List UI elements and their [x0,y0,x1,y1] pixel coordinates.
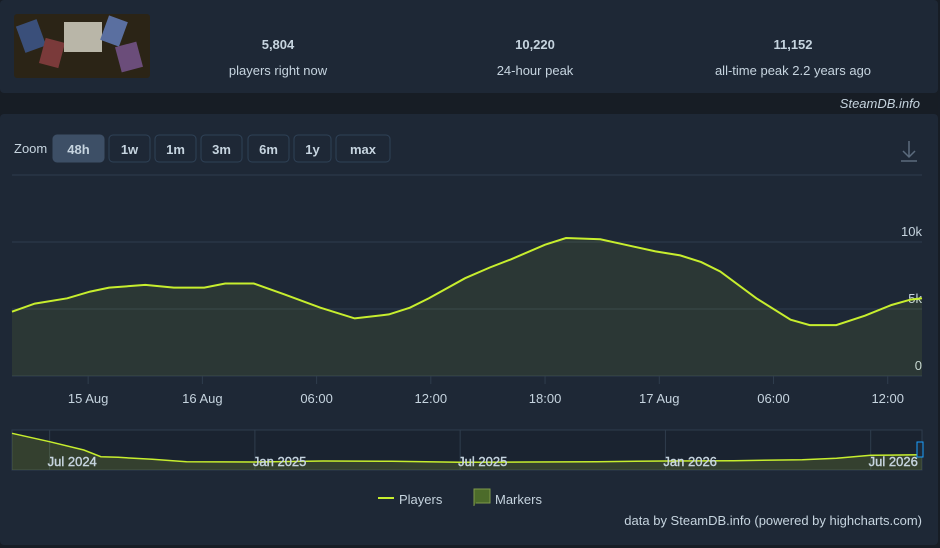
source: SteamDB.info [840,96,920,111]
legend-label[interactable]: Markers [495,492,542,507]
zoom-button[interactable] [108,134,151,163]
x-tick-label: 12:00 [415,391,448,406]
x-tick-label: 12:00 [871,391,904,406]
stat-value: 11,152 [773,37,812,52]
y-tick-label: 10k [901,224,922,239]
series-line [11,236,923,327]
stat-label: 24-hour peak [497,63,574,78]
zoom-button[interactable] [52,134,105,163]
stats-panel [0,0,938,93]
download-icon[interactable] [901,141,917,162]
x-tick-label: 18:00 [529,391,562,406]
stat-label: all-time peak 2.2 years ago [715,63,871,78]
navigator-line [11,432,923,464]
stat-value: 5,804 [262,37,295,52]
zoom-button-label[interactable]: 1y [305,142,320,157]
x-tick-label: 06:00 [757,391,790,406]
navigator-handle[interactable] [916,441,924,458]
x-tick-label: 06:00 [300,391,333,406]
x-tick-label: 17 Aug [639,391,680,406]
zoom-button[interactable] [200,134,243,163]
series-area [12,238,922,376]
zoom-button-label[interactable]: 1m [166,142,185,157]
legend-label[interactable]: Players [399,492,443,507]
zoom-button[interactable] [335,134,391,163]
credit: data by SteamDB.info (powered by highcha… [624,513,922,528]
navigator-label: Jul 2026 [869,454,918,469]
zoom-button-label[interactable]: 1w [121,142,139,157]
navigator-label: Jul 2024 [48,454,97,469]
zoom-button[interactable] [293,134,332,163]
x-tick-label: 15 Aug [68,391,109,406]
zoom-button-label[interactable]: 6m [259,142,278,157]
zoom-button-label[interactable]: 3m [212,142,231,157]
zoom-button-label[interactable]: max [350,142,377,157]
legend-flag [473,488,491,506]
zoom-button[interactable] [247,134,290,163]
stat-label: players right now [229,63,328,78]
zoom-label: Zoom [14,141,47,156]
navigator-label: Jul 2025 [458,454,507,469]
navigator [11,429,923,471]
x-tick-label: 16 Aug [182,391,223,406]
zoom-button[interactable] [154,134,197,163]
navigator-label: Jan 2026 [663,454,717,469]
navigator-label: Jan 2025 [253,454,306,469]
stat-value: 10,220 [515,37,555,52]
game-thumbnail [14,14,150,78]
y-tick-label: 0 [915,358,922,373]
zoom-button-label[interactable]: 48h [67,142,89,157]
